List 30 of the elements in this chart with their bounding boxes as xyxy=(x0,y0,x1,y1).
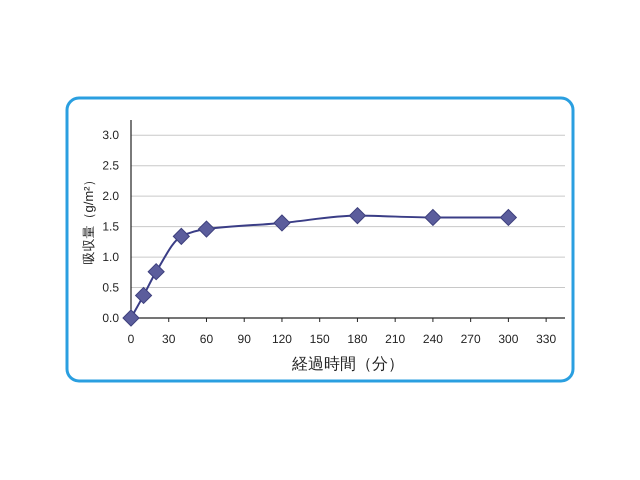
x-tick-label: 0 xyxy=(128,332,135,346)
point xyxy=(148,263,165,280)
y-tick-label: 1.0 xyxy=(102,250,120,264)
y-tick-label: 3.0 xyxy=(102,128,120,142)
y-tick-label: 2.5 xyxy=(102,158,120,173)
x-tick-label: 300 xyxy=(498,332,519,346)
point xyxy=(500,208,517,226)
x-tick-label: 120 xyxy=(272,332,292,346)
y-tick-label: 1.5 xyxy=(102,220,120,234)
y-tick-label: 2.0 xyxy=(102,189,120,204)
point xyxy=(348,207,366,224)
x-tick-label: 150 xyxy=(310,332,330,346)
x-tick-label: 60 xyxy=(200,332,214,346)
x-tick-label: 330 xyxy=(536,332,556,346)
x-axis-title: 経過時間（分） xyxy=(291,355,404,373)
y-axis-title: 吸収量（g/m²） xyxy=(81,174,96,264)
x-tick-label: 180 xyxy=(347,332,368,346)
point xyxy=(172,228,190,245)
point xyxy=(135,286,152,304)
y-tick-label: 0.5 xyxy=(102,280,120,295)
y-tick-label: 0.0 xyxy=(102,311,120,325)
x-tick-label: 210 xyxy=(385,332,406,346)
x-tick-label: 30 xyxy=(162,332,176,346)
point xyxy=(122,310,140,326)
x-tick-label: 270 xyxy=(460,332,481,346)
x-tick-label: 240 xyxy=(422,332,444,346)
point xyxy=(198,220,215,238)
point xyxy=(273,214,290,232)
point xyxy=(424,208,442,226)
x-tick-label: 90 xyxy=(238,332,252,346)
